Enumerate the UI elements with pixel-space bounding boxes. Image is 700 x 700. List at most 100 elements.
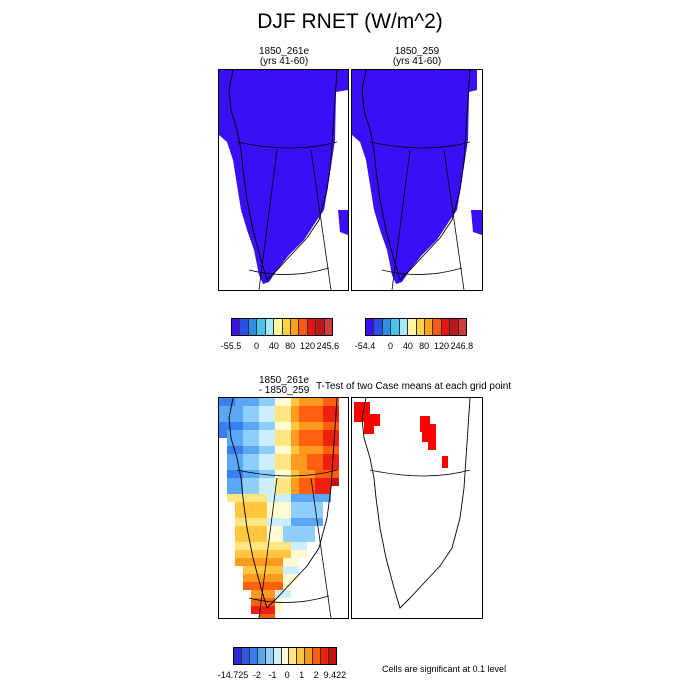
diff-cell: [227, 462, 235, 470]
diff-cell: [331, 478, 339, 486]
diff-cell: [243, 550, 251, 558]
diff-cell: [315, 438, 323, 446]
diff-cell: [219, 422, 227, 430]
diff-cell: [299, 518, 307, 526]
diff-cell: [219, 398, 227, 406]
diff-cell: [283, 550, 291, 558]
diff-cell: [291, 430, 299, 438]
colorbar-a-tick: 40: [268, 341, 279, 351]
diff-cell: [259, 486, 267, 494]
diff-cell: [307, 446, 315, 454]
diff-cell: [267, 550, 275, 558]
colorbar-b-tick: -54.4: [354, 341, 376, 351]
diff-cell: [243, 518, 251, 526]
diff-cell: [283, 558, 291, 566]
map-panel-b: [351, 69, 483, 291]
diff-cell: [283, 414, 291, 422]
panel-a-title: 1850_261e (yrs 41-60): [218, 47, 350, 67]
diff-cell: [291, 454, 299, 462]
diff-cell: [235, 542, 243, 550]
greenland-fill: [352, 70, 477, 284]
lon-line: [310, 149, 332, 290]
colorbar-swatch: [265, 319, 275, 335]
diff-cell: [259, 398, 267, 406]
diff-cell: [259, 430, 267, 438]
diff-cell: [291, 558, 299, 566]
diff-cell: [251, 550, 259, 558]
diff-cell: [259, 606, 267, 614]
diff-cell: [259, 558, 267, 566]
diff-cell: [283, 430, 291, 438]
diff-cell: [283, 398, 291, 406]
diff-cell: [315, 462, 323, 470]
diff-cell: [283, 542, 291, 550]
diff-cell: [291, 494, 299, 502]
diff-cell: [251, 470, 259, 478]
significant-cells: [420, 416, 436, 450]
diff-cell: [275, 542, 283, 550]
colorbar-c-tick: 0: [284, 670, 290, 680]
colorbar-swatch: [234, 648, 242, 664]
diff-cell: [251, 582, 259, 590]
diff-cell: [307, 454, 315, 462]
diff-cell: [227, 486, 235, 494]
diff-cell: [315, 502, 323, 510]
colorbar-swatch: [441, 319, 451, 335]
diff-cell: [219, 414, 227, 422]
colorbar-b: [365, 318, 467, 336]
diff-cell: [251, 430, 259, 438]
diff-cell: [235, 510, 243, 518]
colorbar-swatch: [324, 319, 333, 335]
diff-cell: [243, 422, 251, 430]
diff-cell: [323, 494, 331, 502]
diff-cell: [307, 406, 315, 414]
diff-cell: [243, 398, 251, 406]
diff-cell: [283, 406, 291, 414]
diff-cell: [243, 566, 251, 574]
difference-cells: [219, 398, 339, 618]
diff-cell: [251, 510, 259, 518]
diff-cell: [291, 414, 299, 422]
diff-cell: [259, 542, 267, 550]
diff-cell: [307, 478, 315, 486]
diff-cell: [283, 502, 291, 510]
diff-cell: [235, 518, 243, 526]
diff-cell: [235, 414, 243, 422]
map-panel-c: [218, 397, 349, 619]
diff-cell: [259, 574, 267, 582]
diff-cell: [275, 494, 283, 502]
diff-cell: [243, 430, 251, 438]
diff-cell: [315, 446, 323, 454]
diff-cell: [251, 478, 259, 486]
diff-cell: [251, 526, 259, 534]
diff-cell: [243, 462, 251, 470]
diff-cell: [251, 518, 259, 526]
colorbar-swatch: [366, 319, 375, 335]
diff-cell: [275, 526, 283, 534]
significant-cells: [442, 456, 448, 468]
significant-cells: [354, 402, 380, 434]
diff-cell: [299, 486, 307, 494]
diff-cell: [243, 414, 251, 422]
colorbar-swatch: [240, 319, 249, 335]
diff-cell: [259, 422, 267, 430]
lon-line: [258, 477, 278, 618]
figure-title: DJF RNET (W/m^2): [257, 10, 443, 33]
diff-cell: [275, 470, 283, 478]
diff-cell: [307, 526, 315, 534]
diff-cell: [291, 446, 299, 454]
diff-cell: [267, 478, 275, 486]
greenland-fill: [219, 70, 348, 284]
diff-cell: [299, 542, 307, 550]
diff-cell: [331, 470, 339, 478]
diff-cell: [331, 446, 339, 454]
diff-cell: [259, 478, 267, 486]
colorbar-swatch: [305, 648, 314, 664]
diff-cell: [275, 510, 283, 518]
diff-cell: [283, 454, 291, 462]
colorbar-swatch: [321, 648, 330, 664]
lat-line: [248, 595, 330, 603]
diff-cell: [267, 446, 275, 454]
map-panel-d: [351, 397, 483, 619]
diff-cell: [259, 518, 267, 526]
